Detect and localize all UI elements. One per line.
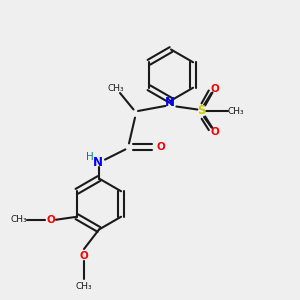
Text: N: N bbox=[92, 155, 103, 169]
Text: O: O bbox=[46, 215, 55, 225]
Text: O: O bbox=[210, 127, 219, 137]
Text: S: S bbox=[197, 104, 205, 118]
Text: CH₃: CH₃ bbox=[107, 84, 124, 93]
Text: O: O bbox=[210, 83, 219, 94]
Text: CH₃: CH₃ bbox=[10, 215, 27, 224]
Text: O: O bbox=[156, 142, 165, 152]
Text: CH₃: CH₃ bbox=[76, 282, 92, 291]
Text: H: H bbox=[86, 152, 94, 163]
Text: O: O bbox=[80, 251, 88, 261]
Text: N: N bbox=[164, 95, 175, 109]
Text: CH₃: CH₃ bbox=[227, 106, 244, 116]
